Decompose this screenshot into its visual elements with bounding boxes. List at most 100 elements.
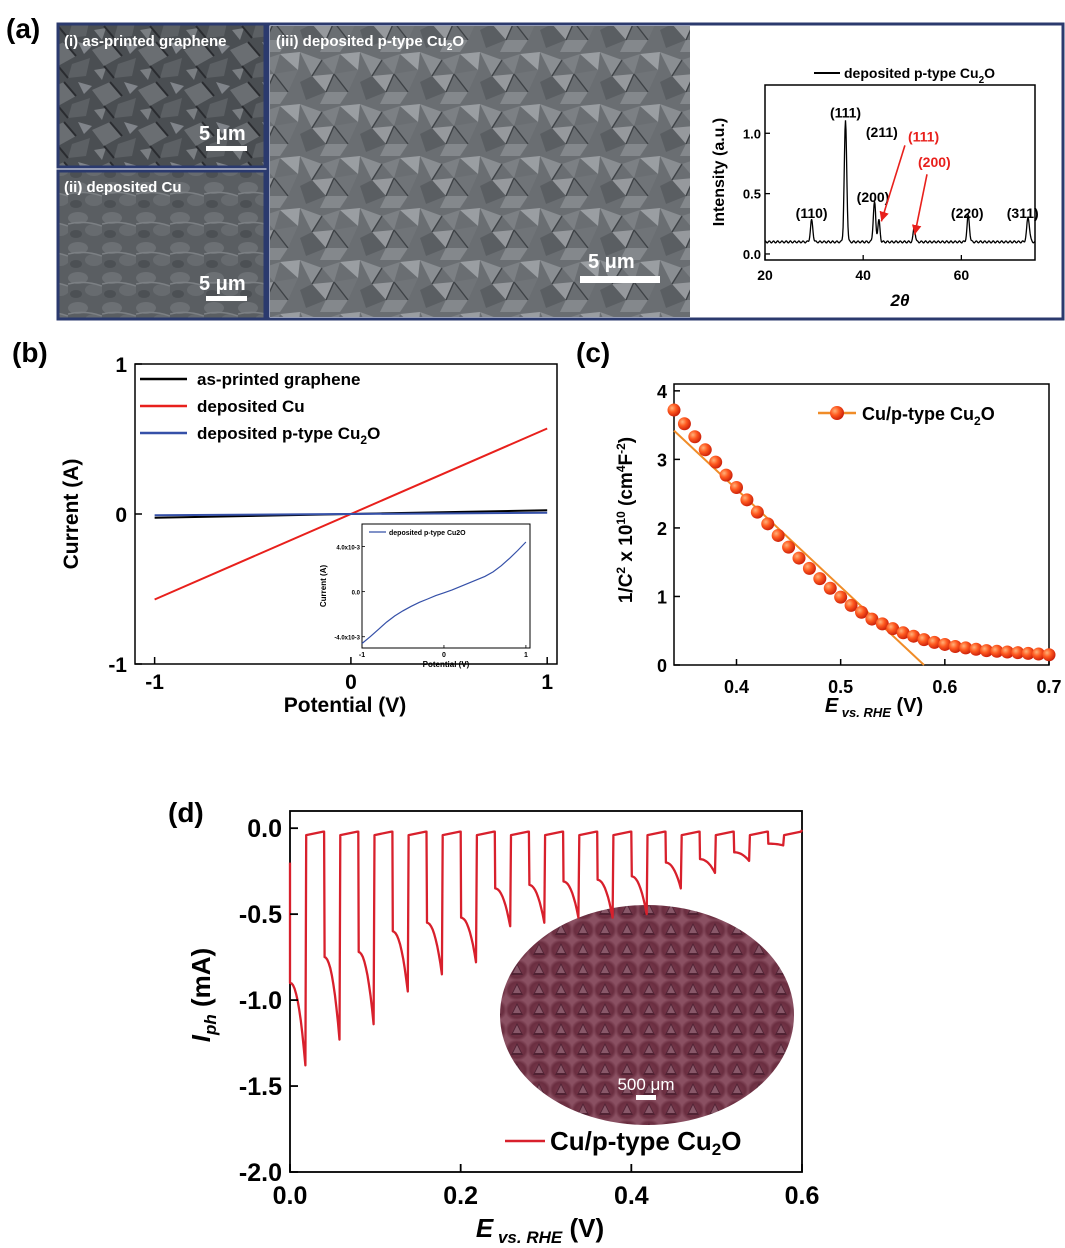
xrd-peak-annotation: (311) [1007, 205, 1039, 221]
xrd-annotation-arrow [911, 174, 928, 235]
mott-schottky-chart: 0.4 0.5 0.6 0.7 0 1 2 3 4 Cu/p-type Cu2O E vs. RHE… [614, 382, 1062, 720]
ms-data-point [948, 639, 962, 653]
ms-data-point [1000, 645, 1014, 659]
xrd-annotation-arrow [879, 145, 906, 222]
iv-y-tick-label: 1 [115, 354, 127, 377]
ms-data-point [959, 641, 973, 655]
xrd-peak-annotation: (200) [857, 189, 890, 205]
ms-legend-label: Cu/p-type Cu2O [862, 404, 995, 428]
xrd-legend-label: deposited p-type Cu2O [844, 65, 995, 86]
xrd-x-tick-label: 60 [954, 267, 970, 283]
xrd-peak-annotation: (110) [796, 205, 828, 221]
d-y-tick-label: -2.0 [239, 1159, 282, 1187]
iv-y-tick-label: -1 [108, 654, 127, 677]
panel-d: (d) 500 μm 0.0 0.2 0.4 0.6 0.0 -0.5 -1.0 -1.5 -2.… [168, 797, 819, 1247]
ms-data-point [698, 443, 712, 457]
iv-x-tick-label: 1 [541, 671, 553, 694]
iv-inset-y-tick-label: -4.0x10-3 [334, 636, 360, 642]
ms-data-point [875, 617, 889, 631]
sem-image-cu [56, 169, 267, 321]
ms-data-point [709, 455, 723, 469]
iv-x-axis-label: Potential (V) [284, 694, 407, 717]
iv-inset-x-tick-label: -1 [359, 652, 365, 659]
ms-data-point [969, 642, 983, 656]
ms-x-tick-label: 0.4 [724, 677, 749, 697]
ms-data-point [896, 626, 910, 640]
iv-chart: -1 0 1 -1 0 1 Potential (V) Current (A) as-print… [60, 354, 558, 717]
ms-data-point [792, 551, 806, 565]
ms-x-axis-label: E vs. RHE (V) [825, 695, 923, 720]
d-photocurrent-line [288, 829, 804, 1067]
sem-image-cu2o [270, 26, 690, 317]
iv-inset-legend-label: deposited p-type Cu2O [389, 530, 466, 537]
panel-b: (b) -1 0 1 -1 0 1 Potential (V) Current (A) as-p… [12, 337, 558, 717]
scale-bar-graphene [206, 146, 247, 151]
xrd-plot-frame [764, 84, 1036, 261]
ms-x-tick-label: 0.7 [1036, 677, 1061, 697]
ms-data-point [927, 635, 941, 649]
xrd-peak-annotation: (211) [866, 124, 898, 140]
d-plot-frame [289, 810, 803, 1173]
iv-series-line [154, 511, 548, 517]
d-y-axis-label: Iph (mA) [186, 948, 220, 1042]
xrd-x-tick-label: 40 [855, 267, 871, 283]
panel-a: (i) as-printed graphene (ii) deposited C… [6, 13, 1065, 321]
chopped-photocurrent-chart: 500 μm 0.0 0.2 0.4 0.6 0.0 -0.5 -1.0 -1.5 -2.0 Cu/… [186, 810, 820, 1247]
xrd-chart: 20 40 60 0.0 0.5 1.0 2θ Intensity (a.u.) deposit… [711, 65, 1039, 310]
ms-data-point [1032, 647, 1046, 661]
iv-x-tick-label: -1 [145, 671, 164, 694]
panel-label-d: (d) [168, 797, 204, 828]
ms-data-point [1021, 646, 1035, 660]
xrd-peak-annotation: (111) [830, 105, 861, 121]
scale-bar-cu [206, 296, 247, 301]
iv-x-tick-label: 0 [345, 671, 357, 694]
ms-data-point [990, 644, 1004, 658]
xrd-y-tick-label: 0.0 [743, 247, 761, 262]
xrd-y-axis-label: Intensity (a.u.) [711, 118, 728, 226]
iv-legend-label: deposited p-type Cu2O [197, 424, 380, 447]
d-legend-label: Cu/p-type Cu2O [550, 1126, 741, 1159]
iv-inset-x-axis-label: Potential (V) [423, 660, 470, 669]
ms-y-tick-label: 0 [657, 656, 667, 676]
sem-label-cu: (ii) deposited Cu [64, 179, 182, 196]
ms-y-tick-label: 1 [657, 587, 667, 607]
xrd-series-line [764, 120, 1036, 244]
ms-data-point [865, 612, 879, 626]
ms-data-point [917, 633, 931, 647]
d-x-tick-label: 0.6 [785, 1182, 820, 1210]
panel-label-a: (a) [6, 13, 40, 44]
iv-inset-x-tick-label: 0 [442, 652, 446, 659]
iv-inset-y-tick-label: 4.0x10-3 [336, 546, 360, 552]
ms-data-point [730, 480, 743, 494]
panel-label-c: (c) [576, 337, 610, 368]
d-optical-inset-image [500, 905, 794, 1125]
d-y-tick-label: -0.5 [239, 901, 282, 929]
ms-x-tick-label: 0.5 [828, 677, 853, 697]
ms-data-point [980, 644, 993, 658]
ms-y-tick-label: 3 [657, 450, 667, 470]
d-inset-scale-label: 500 μm [617, 1075, 674, 1094]
ms-data-point [823, 581, 837, 595]
ms-data-point [1042, 648, 1056, 662]
ms-y-tick-label: 2 [657, 519, 667, 539]
xrd-peak-annotation: (111) [908, 129, 939, 145]
ms-data-point [677, 417, 691, 431]
ms-data-point [844, 598, 858, 612]
ms-data-point [719, 468, 733, 482]
iv-legend-label: deposited Cu [197, 397, 305, 416]
iv-y-axis-label: Current (A) [60, 459, 83, 570]
iv-inset-y-axis-label: Current (A) [319, 565, 328, 608]
iv-inset-x-tick-label: 1 [524, 652, 528, 659]
d-y-tick-label: -1.5 [239, 1073, 282, 1101]
d-x-tick-label: 0.4 [614, 1182, 649, 1210]
ms-plot-frame [673, 383, 1050, 666]
scale-label-graphene: 5 μm [199, 123, 246, 145]
iv-y-tick-label: 0 [115, 504, 127, 527]
iv-legend-label: as-printed graphene [197, 370, 360, 389]
d-y-tick-label: -1.0 [239, 987, 282, 1015]
d-x-tick-label: 0.0 [273, 1182, 308, 1210]
ms-data-point [813, 572, 827, 586]
sem-label-graphene: (i) as-printed graphene [64, 33, 227, 50]
xrd-peak-annotation: (200) [918, 154, 951, 170]
ms-data-point [771, 528, 785, 542]
